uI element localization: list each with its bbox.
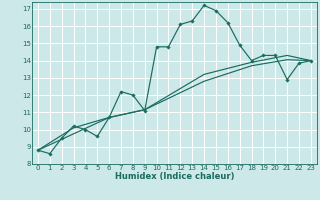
X-axis label: Humidex (Indice chaleur): Humidex (Indice chaleur) bbox=[115, 172, 234, 181]
